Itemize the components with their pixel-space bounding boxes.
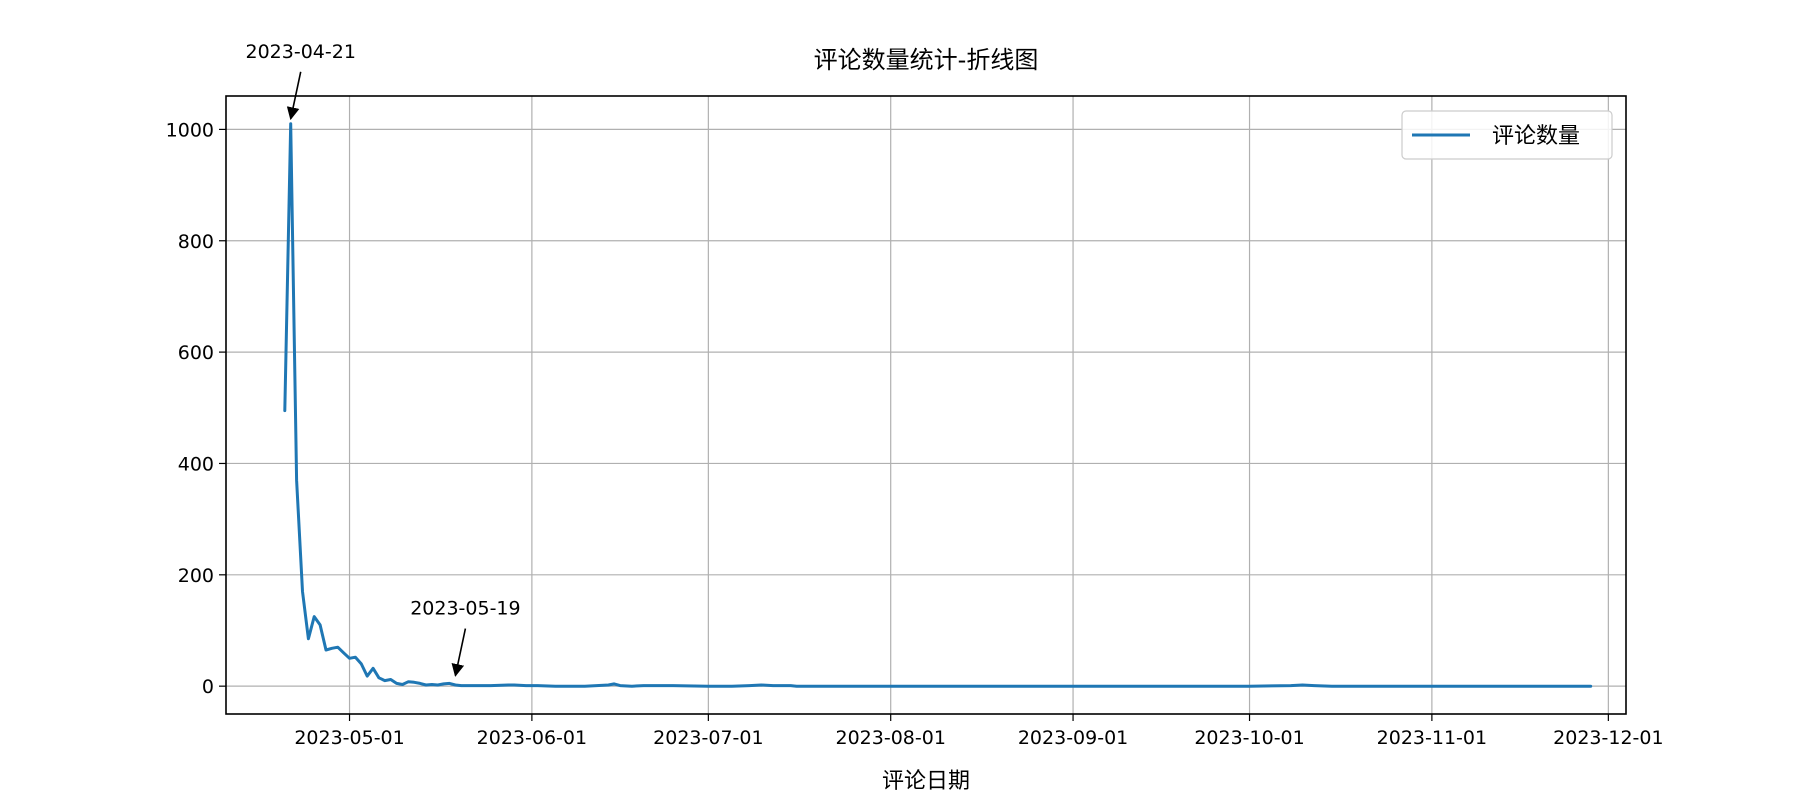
y-tick-label: 1000	[166, 119, 214, 141]
x-tick-label: 2023-05-01	[294, 727, 404, 749]
x-tick-label: 2023-07-01	[653, 727, 763, 749]
x-tick-label: 2023-09-01	[1018, 727, 1128, 749]
x-tick-label: 2023-12-01	[1553, 727, 1663, 749]
y-tick-label: 800	[178, 231, 214, 253]
legend: 评论数量	[1401, 110, 1613, 160]
x-tick-label: 2023-11-01	[1377, 727, 1487, 749]
y-tick-label: 400	[178, 453, 214, 475]
x-tick-label: 2023-10-01	[1194, 727, 1304, 749]
legend-label: 评论数量	[1492, 124, 1580, 149]
legend-box	[1401, 110, 1613, 160]
x-tick-label: 2023-06-01	[477, 727, 587, 749]
chart-title: 评论数量统计-折线图	[814, 46, 1039, 74]
annotation-label: 2023-04-21	[245, 41, 355, 63]
axis-ticks: 2023-05-01 2023-06-01 2023-07-01 2023-08-01…	[166, 119, 1664, 749]
plot-area	[283, 122, 1593, 688]
x-tick-label: 2023-08-01	[835, 727, 945, 749]
series-line	[283, 122, 1593, 688]
annotations: 2023-04-21 2023-05-19	[245, 41, 521, 677]
y-tick-label: 200	[178, 565, 214, 587]
y-tick-label: 0	[202, 676, 214, 698]
y-tick-label: 600	[178, 342, 214, 364]
x-axis-label: 评论日期	[882, 769, 970, 794]
annotation-label: 2023-05-19	[410, 598, 520, 620]
axes-frame	[225, 95, 1627, 715]
grid-lines	[226, 96, 1626, 714]
annotation-arrow	[451, 628, 467, 677]
